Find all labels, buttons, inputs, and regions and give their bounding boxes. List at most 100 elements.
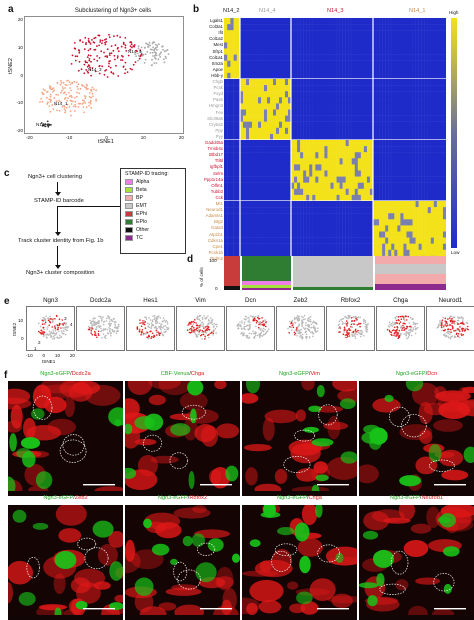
legend-item: Beta: [125, 186, 181, 194]
scatter-point: [131, 69, 133, 71]
heatmap-cell: [324, 177, 327, 183]
heatmap-cell: [403, 42, 406, 48]
heatmap-cell: [330, 110, 333, 116]
heatmap-cell: [343, 79, 346, 85]
tsne-point: [301, 316, 303, 318]
heatmap-cell: [443, 207, 446, 213]
heatmap-cell: [258, 171, 261, 177]
heatmap-cell: [343, 61, 346, 67]
tsne-point: [97, 325, 99, 327]
legend-swatch: [125, 203, 133, 209]
heatmap-cell: [403, 67, 406, 73]
heatmap-cell: [379, 36, 382, 42]
legend-label: EPhi: [136, 211, 147, 217]
tsne-point: [162, 333, 164, 335]
heatmap-cell: [361, 110, 364, 116]
heatmap-cell: [282, 146, 285, 152]
heatmap-cell: [367, 213, 370, 219]
green-signal: [308, 406, 321, 412]
heatmap-cell: [309, 61, 312, 67]
heatmap-cell: [416, 103, 419, 109]
heatmap-cell: [361, 164, 364, 170]
tsne-point: [443, 317, 445, 319]
ytick: -20: [15, 128, 23, 133]
heatmap-cell: [321, 164, 324, 170]
heatmap-cell: [252, 91, 255, 97]
heatmap-cell: [282, 171, 285, 177]
heatmap-cell: [391, 164, 394, 170]
heatmap-cell: [431, 164, 434, 170]
heatmap-cell: [234, 110, 237, 116]
heatmap-cell: [425, 189, 428, 195]
heatmap-cell: [349, 85, 352, 91]
heatmap-cell: [264, 183, 267, 189]
tsne-point: [396, 326, 398, 328]
tsne-point: [145, 327, 147, 329]
heatmap-cell: [343, 195, 346, 201]
tsne-point: [50, 322, 52, 324]
scatter-point: [123, 43, 125, 45]
tsne-point: [91, 330, 93, 332]
heatmap-cell: [337, 201, 340, 207]
heatmap-cell: [437, 49, 440, 55]
tsne-point: [415, 333, 417, 335]
heatmap-cell: [282, 232, 285, 238]
heatmap-cell: [321, 219, 324, 225]
heatmap-cell: [361, 219, 364, 225]
heatmap-cell: [379, 195, 382, 201]
heatmap-cell: [312, 91, 315, 97]
heatmap-cell: [255, 116, 258, 122]
tsne-point: [402, 327, 404, 329]
heatmap-cell: [324, 73, 327, 79]
heatmap-cell: [324, 122, 327, 128]
heatmap-cell: [334, 110, 337, 116]
heatmap-cell: [315, 225, 318, 231]
heatmap-cell: [334, 201, 337, 207]
heatmap-cell: [379, 219, 382, 225]
scatter-point: [64, 108, 66, 110]
heatmap-cell: [315, 30, 318, 36]
tsne-a-yticks: 20 10 0 -10 -20: [15, 17, 23, 133]
heatmap-cell: [443, 18, 446, 24]
heatmap-cell: [324, 171, 327, 177]
gene-tsne-vim: Vim: [176, 306, 225, 351]
tsne-point: [298, 329, 300, 331]
heatmap-cell: [419, 213, 422, 219]
heatmap-cell: [406, 128, 409, 134]
heatmap-cell: [422, 122, 425, 128]
tsne-point: [156, 329, 158, 331]
heatmap-cell: [425, 61, 428, 67]
tsne-point: [59, 318, 61, 320]
heatmap-cell: [258, 36, 261, 42]
heatmap-cell: [297, 55, 300, 61]
heatmap-cell: [391, 73, 394, 79]
heatmap-cell: [376, 219, 379, 225]
heatmap-cell: [306, 207, 309, 213]
heatmap-cell: [255, 177, 258, 183]
heatmap-cell: [294, 177, 297, 183]
heatmap-cell: [361, 61, 364, 67]
heatmap-cell: [324, 128, 327, 134]
red-signal: [245, 467, 258, 485]
heatmap-cell: [385, 110, 388, 116]
heatmap-cell: [312, 24, 315, 30]
heatmap-cell: [267, 232, 270, 238]
heatmap-headers: N14_2 N14_4 N14_3 N14_1: [223, 8, 445, 18]
scatter-point: [110, 72, 112, 74]
scatter-point: [67, 97, 69, 99]
heatmap-cell: [400, 225, 403, 231]
heatmap-cell: [279, 79, 282, 85]
heatmap-cell: [279, 140, 282, 146]
panel-label-c: c: [4, 168, 10, 179]
heatmap-cell: [443, 195, 446, 201]
heatmap-cell: [261, 85, 264, 91]
heatmap-cell: [391, 225, 394, 231]
scatter-point: [73, 106, 75, 108]
tsne-point: [457, 329, 459, 331]
heatmap-cell: [294, 24, 297, 30]
tsne-point: [118, 326, 120, 328]
tsne-point: [457, 323, 459, 325]
tsne-point: [355, 318, 357, 320]
heatmap-cell: [276, 91, 279, 97]
